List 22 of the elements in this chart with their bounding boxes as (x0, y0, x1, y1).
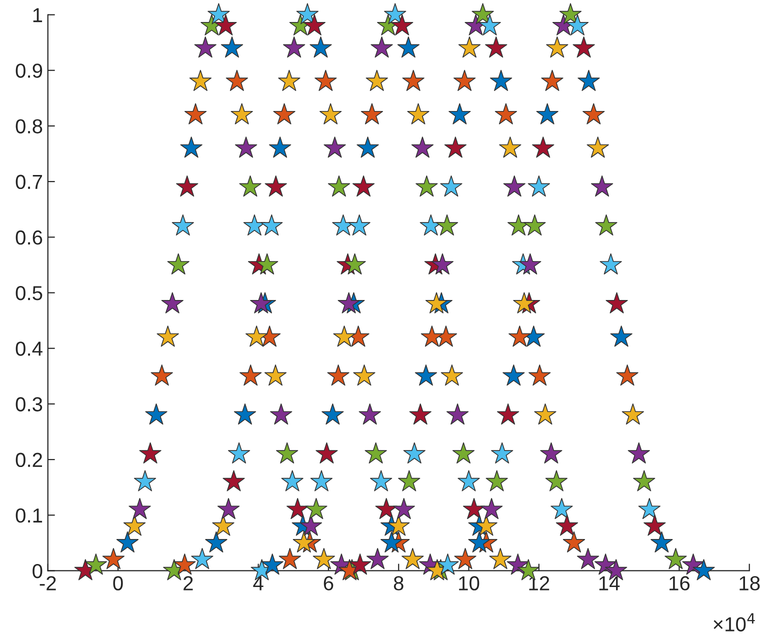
x-tick-label: 4 (253, 576, 264, 590)
y-tick-label: 0.4 (16, 342, 42, 356)
y-tick-label: 0.7 (16, 174, 42, 190)
y-tick-label: 0.8 (16, 119, 42, 134)
x-tick-label: 0 (113, 576, 123, 590)
x-tick-label: -2 (40, 576, 56, 590)
y-tick-label: 0.9 (16, 64, 42, 78)
y-tick-label: 0.5 (16, 286, 42, 300)
text: ×10$^{4}$ (714, 613, 755, 632)
y-tick-label: 1 (33, 8, 42, 22)
x-tick-label: 14 (599, 576, 620, 590)
y-tick-label: 0.2 (16, 452, 42, 468)
y-tick-label: 0.3 (16, 397, 42, 412)
y-tick-label: 0.1 (16, 508, 42, 523)
x-tick-label: 2 (184, 576, 193, 590)
x-tick-label: 10 (459, 576, 480, 590)
y-tick-label: 0 (32, 564, 42, 578)
x-tick-label: 8 (394, 576, 404, 590)
x-tick-label: 6 (324, 576, 334, 590)
x-tick-label: 18 (740, 576, 760, 590)
x-tick-label: 16 (670, 576, 690, 590)
y-tick-label: 0.6 (16, 230, 42, 245)
